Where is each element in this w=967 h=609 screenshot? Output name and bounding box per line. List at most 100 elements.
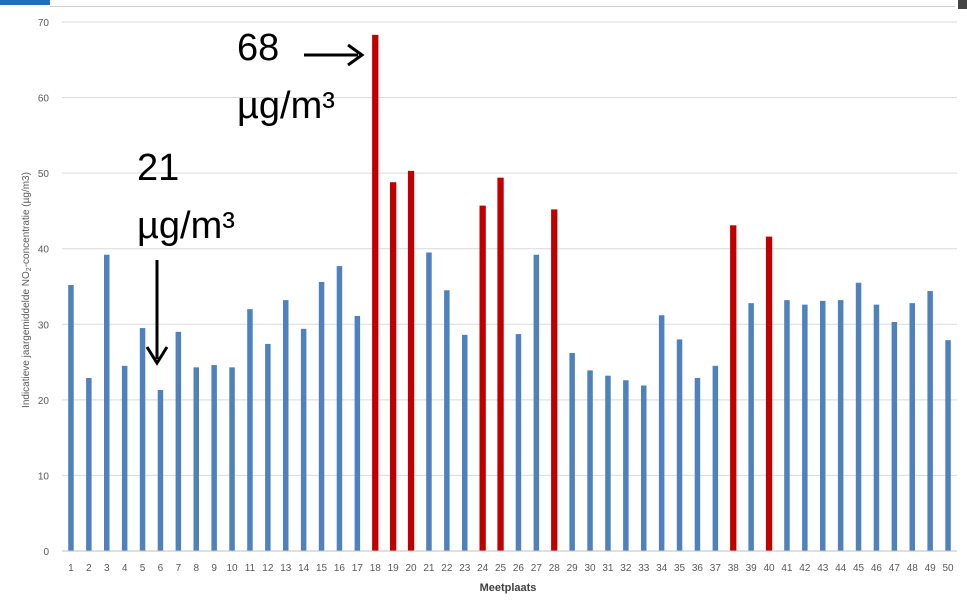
bar-meetplaats-38	[730, 225, 737, 551]
bar-meetplaats-34	[658, 315, 665, 551]
bar-meetplaats-40	[765, 236, 773, 551]
bar-meetplaats-17	[354, 315, 361, 551]
y-tick-label: 60	[38, 94, 50, 105]
x-tick-label: 14	[298, 563, 310, 574]
bar-meetplaats-43	[820, 300, 826, 551]
bar-meetplaats-23	[462, 334, 468, 551]
y-axis-title: Indicatieve jaargemiddelde NO2-concentra…	[21, 172, 33, 408]
bar-meetplaats-12	[265, 343, 271, 551]
x-tick-label: 2	[86, 563, 92, 574]
x-tick-label: 18	[370, 563, 382, 574]
bar-meetplaats-9	[211, 365, 217, 551]
x-tick-label: 16	[334, 563, 346, 574]
x-tick-label: 12	[262, 563, 274, 574]
bar-meetplaats-44	[837, 300, 844, 551]
bar-meetplaats-10	[229, 367, 235, 551]
bar-meetplaats-42	[802, 304, 808, 551]
x-tick-label: 35	[674, 563, 686, 574]
annotation-68-value: 68	[237, 27, 279, 69]
y-axis-title-main: Indicatieve jaargemiddelde NO	[21, 271, 32, 408]
annotation-68-unit: µg/m³	[237, 85, 335, 127]
bar-meetplaats-11	[247, 309, 253, 551]
x-tick-label: 34	[656, 563, 668, 574]
bar-meetplaats-14	[300, 328, 307, 551]
x-tick-label: 6	[158, 563, 164, 574]
x-tick-label: 29	[567, 563, 579, 574]
x-tick-label: 46	[871, 563, 883, 574]
bar-meetplaats-7	[175, 331, 182, 551]
x-tick-label: 26	[513, 563, 525, 574]
bar-meetplaats-39	[748, 303, 754, 551]
bar-meetplaats-30	[587, 370, 593, 551]
bar-meetplaats-28	[551, 209, 558, 551]
x-tick-label: 27	[531, 563, 543, 574]
x-tick-label: 48	[907, 563, 919, 574]
bar-meetplaats-1	[68, 284, 74, 551]
x-tick-label: 40	[763, 563, 775, 574]
x-tick-label: 21	[423, 563, 435, 574]
y-tick-label: 50	[38, 169, 50, 180]
x-tick-label: 49	[925, 563, 937, 574]
y-tick-label: 0	[43, 547, 49, 558]
x-tick-label: 11	[245, 563, 256, 574]
x-tick-label: 19	[388, 563, 400, 574]
bar-meetplaats-31	[605, 375, 611, 551]
annotation-21-value: 21	[137, 147, 179, 189]
bars	[68, 34, 951, 552]
bar-meetplaats-15	[318, 281, 325, 551]
x-tick-label: 32	[620, 563, 632, 574]
bar-meetplaats-22	[444, 290, 450, 551]
bar-meetplaats-24	[479, 205, 486, 552]
y-tick-label: 30	[38, 320, 50, 331]
x-tick-label: 44	[835, 563, 847, 574]
bar-meetplaats-5	[139, 328, 146, 551]
bar-meetplaats-46	[873, 304, 880, 551]
x-tick-label: 8	[193, 563, 199, 574]
bar-meetplaats-33	[641, 385, 647, 551]
bar-meetplaats-32	[623, 380, 629, 551]
x-tick-label: 50	[942, 563, 954, 574]
x-tick-label: 31	[602, 563, 614, 574]
x-tick-label: 28	[549, 563, 561, 574]
bar-meetplaats-45	[855, 282, 862, 551]
x-tick-label: 4	[122, 563, 128, 574]
x-tick-label: 9	[211, 563, 217, 574]
x-tick-label: 1	[68, 563, 74, 574]
bar-meetplaats-4	[121, 365, 128, 551]
y-tick-label: 10	[38, 471, 50, 482]
slide-top-line	[50, 6, 955, 7]
bar-meetplaats-25	[497, 177, 504, 552]
x-tick-label: 33	[638, 563, 650, 574]
x-tick-label: 38	[728, 563, 740, 574]
x-tick-label: 17	[352, 563, 364, 574]
x-tick-labels: 1 2 3 4 5 6 7 8 9 10 11 12 13 14 15 16 17 18 19 20 21 22 23 24 2…	[68, 563, 954, 574]
slide-corner-mark	[958, 0, 967, 9]
bar-meetplaats-19	[390, 182, 397, 551]
bar-meetplaats-6	[157, 390, 164, 551]
bar-meetplaats-47	[891, 322, 898, 551]
x-tick-label: 24	[477, 563, 489, 574]
x-tick-label: 7	[176, 563, 182, 574]
bar-meetplaats-16	[336, 266, 343, 551]
bar-meetplaats-3	[104, 254, 110, 551]
y-tick-label: 20	[38, 396, 50, 407]
annotations: 68 µg/m³ 21 µg/m³	[137, 27, 365, 366]
y-tick-labels: 0 10 20 30 40 50 60 70	[38, 18, 50, 558]
x-tick-label: 30	[584, 563, 596, 574]
bar-meetplaats-26	[515, 334, 522, 551]
y-axis-title-tail: -concentratie (µg/m3)	[21, 172, 32, 267]
x-tick-label: 25	[495, 563, 507, 574]
x-tick-label: 47	[889, 563, 901, 574]
x-tick-label: 3	[104, 563, 110, 574]
bar-meetplaats-21	[426, 252, 432, 551]
x-tick-label: 23	[459, 563, 471, 574]
x-tick-label: 37	[710, 563, 722, 574]
bar-meetplaats-50	[945, 340, 951, 551]
y-tick-label: 70	[38, 18, 50, 29]
bar-meetplaats-27	[533, 254, 540, 551]
slide-tab-accent	[0, 0, 50, 5]
bar-meetplaats-35	[676, 339, 683, 551]
y-axis-title-sub: 2	[26, 267, 33, 271]
